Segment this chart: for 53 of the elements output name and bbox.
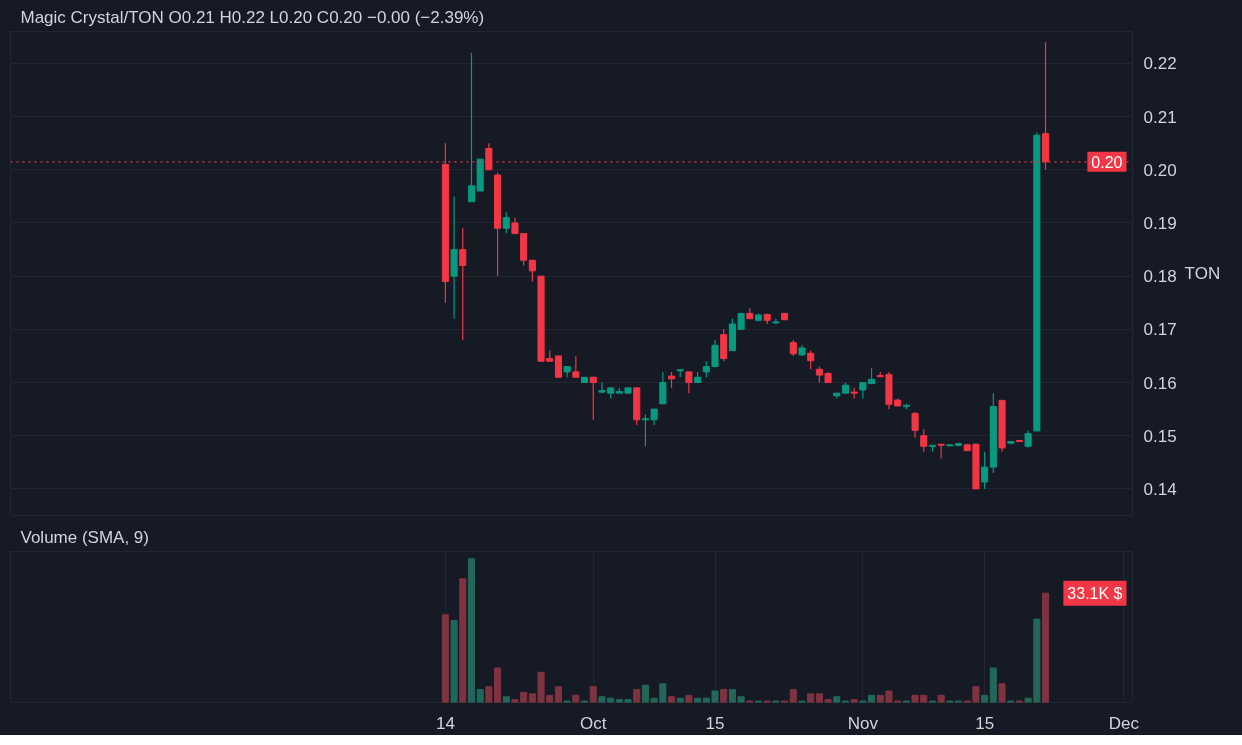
bar [441,614,449,703]
candlestick [659,371,667,405]
x-tick-label: Nov [847,713,879,733]
bar [789,689,797,703]
candlestick [911,411,919,439]
y-tick-label: 0.17 [1143,320,1177,340]
x-tick-label: 15 [975,713,995,733]
bar [633,689,641,703]
annotation: 33.1K $ [1067,584,1123,602]
candlestick [554,355,562,378]
bar [807,693,815,703]
bar [685,694,693,703]
chart-title: Volume (SMA, 9) [20,527,149,547]
candlestick [685,371,693,394]
chart-title: Magic Crystal/TON O0.21 H0.22 L0.20 C0.20 −0.00 (−2.39%) [20,7,485,27]
bar [459,578,467,703]
y-tick-label: 0.14 [1143,479,1177,499]
x-tick-label: 15 [705,713,725,733]
bar [589,686,597,703]
bar [989,667,997,703]
bar [1041,592,1050,703]
y-tick-label: 0.22 [1143,54,1177,74]
candlestick [528,259,536,283]
bar [998,683,1006,703]
y-tick-label: 0.20 [1143,160,1177,180]
candlestick [459,227,467,341]
candlestick [807,350,815,370]
candlestick [572,355,580,378]
x-tick-label: 14 [435,713,455,733]
bar [981,694,989,703]
bar [720,689,728,703]
bar [667,696,676,703]
y-tick-label: 0.21 [1143,107,1177,127]
candlestick [502,211,510,235]
candlestick [589,376,597,421]
x-tick-label: Dec [1108,713,1140,733]
y-tick-label: 0.19 [1143,213,1177,233]
bar [450,620,458,703]
ref-line-label: 0.20 [1091,153,1123,171]
y-tick-label: 0.18 [1143,267,1177,287]
bar [502,696,510,703]
candlestick [720,328,728,362]
y-tick-label: 0.16 [1143,373,1177,393]
bar [554,686,562,703]
y-tick-label: 0.15 [1143,426,1177,446]
candlestick [920,428,928,453]
y-axis-title: TON [1184,264,1221,283]
bar [937,694,945,703]
candlestick [981,451,989,490]
bar [572,694,580,703]
bar [833,696,841,703]
x-tick-label: Oct [580,713,607,733]
bar [850,699,858,703]
